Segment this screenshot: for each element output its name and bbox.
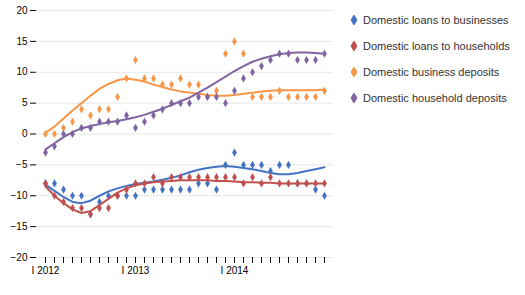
svg-text:I 2012: I 2012 — [32, 265, 60, 276]
html-text:Domestic business deposits: Domestic business deposits — [363, 66, 500, 78]
svg-text:0: 0 — [22, 128, 28, 139]
svg-text:20: 20 — [16, 5, 28, 16]
svg-text:−10: −10 — [11, 190, 28, 201]
svg-text:−5: −5 — [16, 159, 28, 170]
html-text:Domestic loans to businesses: Domestic loans to businesses — [363, 14, 509, 26]
svg-text:−20: −20 — [11, 252, 28, 263]
svg-text:I 2014: I 2014 — [221, 265, 249, 276]
html-text:Domestic household deposits: Domestic household deposits — [363, 92, 507, 104]
svg-text:I 2013: I 2013 — [122, 265, 150, 276]
svg-text:−15: −15 — [11, 221, 28, 232]
svg-text:10: 10 — [16, 66, 28, 77]
svg-text:5: 5 — [22, 97, 28, 108]
html-text:Domestic loans to households: Domestic loans to households — [363, 40, 510, 52]
svg-text:15: 15 — [16, 36, 28, 47]
